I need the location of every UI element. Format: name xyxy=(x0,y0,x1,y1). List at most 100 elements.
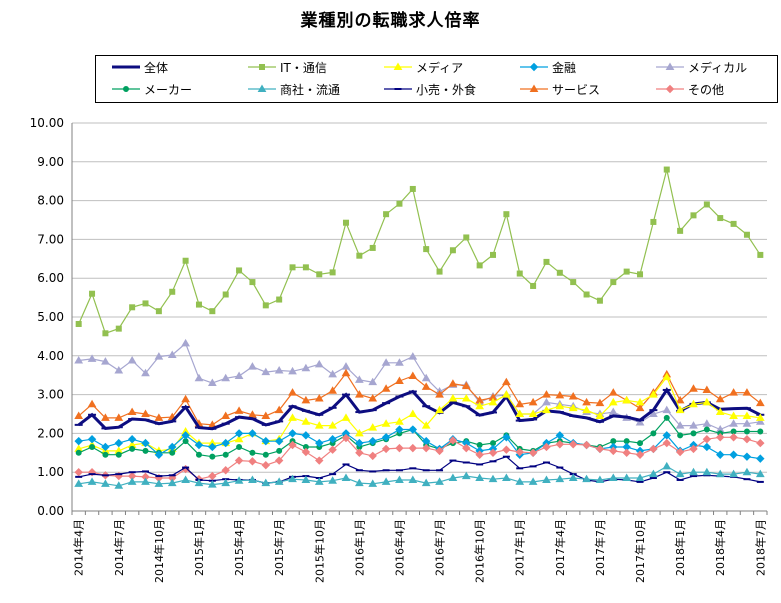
data-point xyxy=(89,290,96,297)
legend-item: メディカル xyxy=(654,58,747,76)
data-point xyxy=(436,268,443,275)
data-point xyxy=(368,393,378,402)
y-tick-label: 3.00 xyxy=(37,388,64,402)
series-line xyxy=(77,387,761,431)
data-point xyxy=(408,409,418,417)
x-tick-label: 2014年10月 xyxy=(152,519,166,583)
data-point xyxy=(154,352,164,360)
data-point xyxy=(167,478,177,487)
data-point xyxy=(181,338,190,347)
data-point xyxy=(355,438,364,448)
data-point xyxy=(75,320,82,327)
data-point xyxy=(662,461,672,470)
data-point xyxy=(608,407,618,416)
series-5 xyxy=(75,414,764,460)
data-point xyxy=(555,401,565,410)
data-point xyxy=(475,450,484,459)
data-point xyxy=(354,478,364,487)
data-point xyxy=(368,451,377,461)
data-point xyxy=(74,436,83,446)
series-line xyxy=(78,456,761,484)
data-point xyxy=(555,440,565,449)
data-point xyxy=(127,435,137,444)
data-point xyxy=(381,433,391,442)
data-point xyxy=(87,354,97,362)
data-point xyxy=(328,421,337,429)
data-point xyxy=(675,447,685,457)
series-line xyxy=(78,428,761,460)
x-tick-label: 2015年4月 xyxy=(232,519,246,576)
y-tick-label: 1.00 xyxy=(37,465,64,479)
data-point xyxy=(207,480,217,488)
series-3 xyxy=(74,425,765,463)
data-point xyxy=(582,474,591,483)
data-point xyxy=(302,264,309,271)
x-tick-label: 2017年4月 xyxy=(553,519,567,576)
data-point xyxy=(209,308,216,315)
data-point xyxy=(449,247,456,254)
data-point xyxy=(635,418,645,426)
data-point xyxy=(101,479,110,487)
data-point xyxy=(623,268,630,275)
data-point xyxy=(315,456,324,465)
legend-swatch xyxy=(520,62,548,72)
data-point xyxy=(368,377,378,386)
data-point xyxy=(635,403,645,412)
data-point xyxy=(181,394,190,403)
data-point xyxy=(421,373,431,382)
data-point xyxy=(610,279,617,286)
data-point xyxy=(622,395,632,404)
data-point xyxy=(622,473,632,482)
y-tick-label: 5.00 xyxy=(37,310,64,324)
data-point xyxy=(582,440,591,450)
data-point xyxy=(328,386,337,394)
data-point xyxy=(356,252,363,259)
legend-marker xyxy=(259,64,265,70)
data-point xyxy=(463,234,470,241)
data-point xyxy=(490,251,497,258)
data-point xyxy=(328,435,337,444)
series-line xyxy=(78,169,761,335)
x-tick-label: 2014年4月 xyxy=(72,519,86,576)
data-point xyxy=(488,448,498,458)
data-point xyxy=(383,211,390,218)
data-point xyxy=(114,438,123,448)
data-point xyxy=(301,475,311,483)
data-point xyxy=(221,478,231,487)
legend-item: IT・通信 xyxy=(246,58,327,76)
data-point xyxy=(528,409,538,417)
data-point xyxy=(528,477,538,485)
data-point xyxy=(222,451,229,458)
axes xyxy=(71,123,768,515)
data-point xyxy=(301,363,311,372)
data-point xyxy=(448,393,458,402)
data-point xyxy=(716,450,725,459)
data-point xyxy=(354,390,364,398)
data-point xyxy=(127,355,137,364)
data-point xyxy=(729,469,738,478)
data-point xyxy=(502,433,511,442)
data-point xyxy=(395,376,404,385)
data-point xyxy=(141,438,150,448)
data-point xyxy=(369,244,376,251)
x-tick-label: 2017年10月 xyxy=(633,519,647,583)
data-point xyxy=(689,399,698,408)
data-point xyxy=(102,451,109,458)
data-point xyxy=(675,469,685,478)
data-point xyxy=(328,445,337,454)
data-point xyxy=(141,368,150,377)
data-point xyxy=(395,358,404,366)
data-point xyxy=(316,271,323,278)
data-point xyxy=(354,375,364,383)
data-point xyxy=(154,479,164,487)
data-point xyxy=(715,394,725,403)
data-point xyxy=(461,393,471,402)
data-point xyxy=(129,304,136,311)
data-point xyxy=(715,469,725,478)
data-point xyxy=(381,419,391,427)
data-point xyxy=(342,219,349,226)
data-point xyxy=(421,421,431,429)
x-tick-label: 2016年10月 xyxy=(473,519,487,583)
data-point xyxy=(368,479,378,487)
y-tick-label: 6.00 xyxy=(37,271,64,285)
